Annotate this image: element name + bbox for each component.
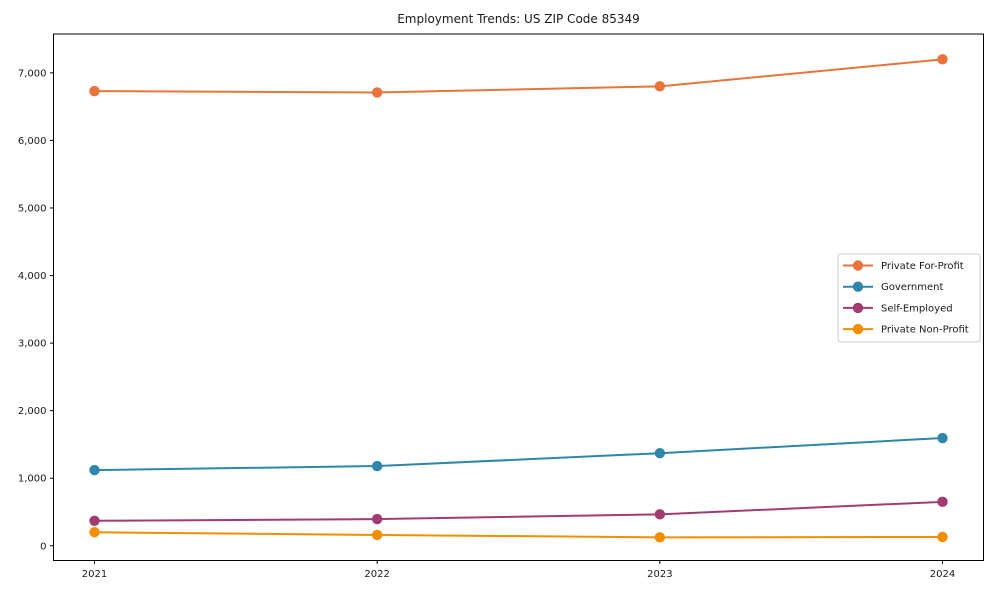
data-point-private-non-profit	[89, 527, 100, 538]
legend-label: Private Non-Profit	[881, 325, 969, 336]
data-point-self-employed	[371, 513, 383, 525]
legend-marker	[852, 302, 864, 314]
data-point-government	[371, 460, 383, 472]
x-tick-label: 2022	[364, 569, 389, 580]
chart-title: Employment Trends: US ZIP Code 85349	[397, 12, 640, 26]
data-point-private-for-profit	[371, 87, 383, 98]
legend-item-private-non-profit: Private Non-Profit	[843, 323, 969, 336]
data-point-self-employed	[937, 496, 948, 508]
plot-area	[53, 33, 984, 561]
legend-box	[837, 253, 981, 343]
x-tick-label: 2021	[82, 569, 107, 580]
data-point-government	[89, 464, 100, 476]
x-axis: 2021 2022 2023 2024	[82, 560, 955, 580]
data-point-private-non-profit	[371, 529, 383, 541]
y-tick-label: 4,000	[18, 271, 47, 282]
y-tick-label: 7,000	[18, 68, 47, 79]
data-point-self-employed	[89, 515, 100, 526]
y-tick-label: 3,000	[18, 339, 47, 350]
legend-label: Self-Employed	[881, 303, 953, 314]
legend-item-self-employed: Self-Employed	[843, 302, 953, 314]
legend-label: Government	[881, 282, 943, 293]
legend-marker	[852, 281, 864, 292]
legend-label: Private For-Profit	[881, 261, 964, 272]
data-point-private-for-profit	[654, 81, 666, 92]
data-point-private-non-profit	[654, 532, 666, 543]
y-tick-label: 5,000	[18, 203, 47, 214]
series-line-government	[94, 437, 943, 472]
x-tick-label: 2023	[647, 569, 672, 580]
data-point-self-employed	[654, 509, 666, 520]
legend-item-government: Government	[843, 281, 943, 293]
data-point-government	[654, 448, 666, 459]
legend: Private For-Profit Government Self-Employe…	[837, 253, 981, 343]
x-tick-label: 2024	[930, 569, 955, 580]
y-tick-label: 2,000	[18, 406, 47, 417]
data-point-private-for-profit	[937, 54, 948, 65]
data-point-private-for-profit	[89, 85, 100, 97]
legend-marker	[852, 323, 864, 335]
series-lines	[89, 54, 948, 543]
y-axis: 0 1,000 2,000 3,000 4,000 5,000 6,000 7,000	[18, 68, 54, 552]
series-line-private-for-profit	[94, 58, 943, 94]
y-tick-label: 1,000	[18, 474, 47, 485]
legend-item-private-for-profit: Private For-Profit	[843, 260, 964, 272]
y-tick-label: 0	[40, 541, 46, 552]
legend-marker	[852, 260, 864, 271]
data-point-government	[937, 432, 948, 444]
series-line-self-employed	[94, 500, 943, 522]
series-line-private-non-profit	[94, 531, 943, 539]
y-tick-label: 6,000	[18, 136, 47, 147]
data-point-private-non-profit	[937, 531, 948, 543]
